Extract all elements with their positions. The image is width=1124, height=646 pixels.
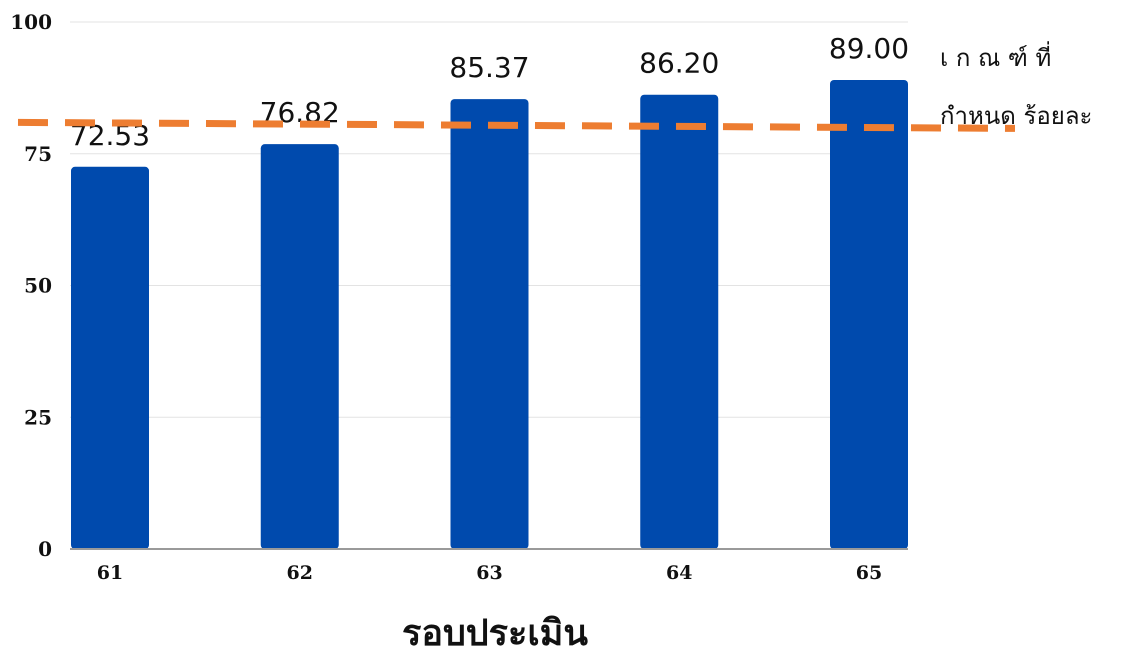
bar-63	[450, 99, 529, 549]
y-tick-label: 25	[24, 405, 52, 429]
x-tick-label: 65	[856, 562, 882, 584]
bar-64	[640, 94, 719, 549]
y-tick-label: 50	[24, 274, 52, 298]
x-tick-label: 61	[97, 562, 123, 584]
reference-label-line-1: เ ก ณ ฑ์ ที่	[940, 41, 1051, 72]
x-axis-title: รอบประเมิน	[402, 613, 588, 646]
y-tick-label: 75	[24, 142, 52, 166]
bar-65	[830, 79, 908, 549]
bar-61	[71, 166, 149, 549]
x-tick-label: 62	[287, 562, 313, 584]
value-label-64: 86.20	[639, 47, 719, 80]
bars	[71, 79, 908, 549]
reference-label-line-2: กำหนด ร้อยละ	[940, 102, 1092, 130]
y-tick-label: 100	[10, 10, 52, 34]
y-axis-ticks: 0 25 50 75 100	[10, 10, 52, 561]
bar-62	[260, 144, 339, 549]
x-axis-ticks: 61 62 63 64 65	[97, 562, 882, 584]
y-tick-label: 0	[38, 537, 52, 561]
value-label-63: 85.37	[449, 51, 529, 84]
reference-line	[17, 118, 1016, 132]
x-tick-label: 64	[666, 562, 692, 584]
x-tick-label: 63	[476, 562, 502, 584]
value-label-65: 89.00	[829, 32, 909, 65]
